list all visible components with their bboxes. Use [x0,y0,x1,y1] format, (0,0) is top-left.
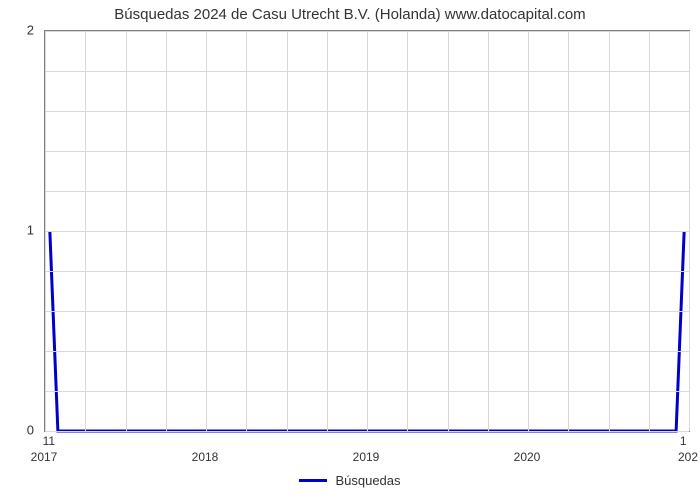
grid-line-h [45,71,689,72]
grid-line-h [45,231,689,232]
plot-area [44,30,690,432]
grid-line-h [45,151,689,152]
x-tick-label: 2018 [192,450,219,464]
y-tick-label: 1 [0,223,34,238]
legend-swatch [299,479,327,482]
grid-line-h [45,431,689,432]
grid-line-h [45,271,689,272]
legend: Búsquedas [0,472,700,488]
legend-label: Búsquedas [335,473,400,488]
x-tick-label: 2017 [31,450,58,464]
x-tick-label: 202 [678,450,698,464]
chart-container: Búsquedas 2024 de Casu Utrecht B.V. (Hol… [0,0,700,500]
grid-line-h [45,111,689,112]
grid-line-h [45,31,689,32]
x-tick-label: 2019 [353,450,380,464]
data-point-label: 1 [680,434,687,448]
grid-line-h [45,311,689,312]
data-point-label: 11 [43,434,55,448]
grid-line-h [45,351,689,352]
grid-line-h [45,391,689,392]
y-tick-label: 2 [0,23,34,38]
y-tick-label: 0 [0,423,34,438]
grid-line-h [45,191,689,192]
chart-title: Búsquedas 2024 de Casu Utrecht B.V. (Hol… [0,6,700,23]
x-tick-label: 2020 [514,450,541,464]
grid-line-v [689,31,690,431]
